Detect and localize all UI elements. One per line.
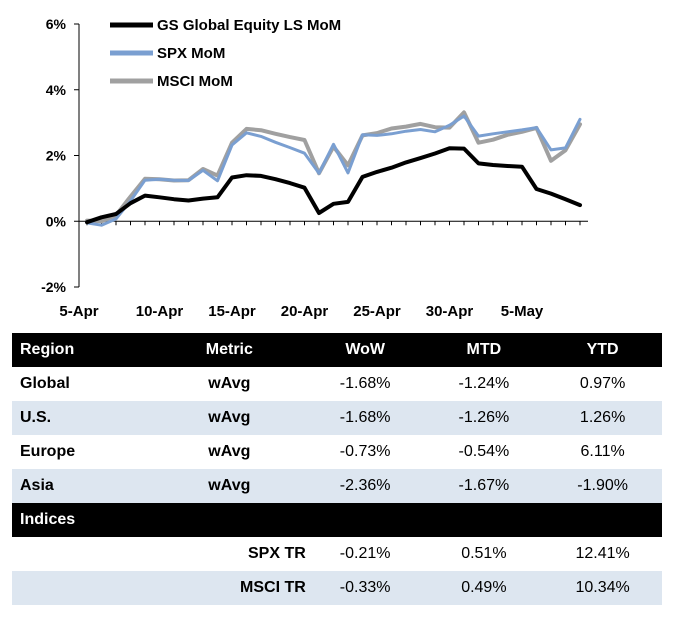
legend-label: SPX MoM xyxy=(157,45,225,62)
cell-metric: SPX TR xyxy=(248,545,306,562)
table-row: Europe wAvg -0.73% -0.54% 6.11% xyxy=(12,435,662,469)
table-row: MSCI TR -0.33% 0.49% 10.34% xyxy=(12,571,662,605)
cell-ytd: 1.26% xyxy=(543,401,662,435)
cell-wow: -0.73% xyxy=(339,443,391,460)
legend-label: GS Global Equity LS MoM xyxy=(157,17,341,34)
x-tick-label: 5-May xyxy=(501,303,544,320)
y-tick-label: -2% xyxy=(41,279,66,295)
indices-header: Indices xyxy=(12,503,153,537)
legend-label: MSCI MoM xyxy=(157,73,233,90)
series-line-0 xyxy=(85,146,582,225)
cell-mtd: -0.54% xyxy=(458,443,510,460)
x-tick-label: 5-Apr xyxy=(59,303,98,320)
x-tick-label: 25-Apr xyxy=(353,303,401,320)
chart-axes: -2% 0% 2% 4% 6% 5-Apr 10-Apr 15-Apr 20-Apr 25-Apr… xyxy=(41,16,588,320)
header-wow: WoW xyxy=(305,333,425,367)
x-tick-label: 15-Apr xyxy=(208,303,256,320)
y-tick-label: 4% xyxy=(46,82,67,98)
series-line-1 xyxy=(85,114,582,227)
cell-mtd: -1.67% xyxy=(424,469,544,503)
x-tick-label: 10-Apr xyxy=(136,303,184,320)
cell-mtd: 0.51% xyxy=(461,545,507,562)
metrics-table: Region Metric WoW MTD YTD Global wAvg -1… xyxy=(12,333,662,605)
cell-metric: wAvg xyxy=(208,375,251,392)
cell-wow: -1.68% xyxy=(339,375,391,392)
chart-series xyxy=(85,110,582,227)
header-metric: Metric xyxy=(152,333,306,367)
cell-region: Asia xyxy=(12,469,153,503)
cell-region: U.S. xyxy=(12,401,153,435)
y-tick-label: 2% xyxy=(46,148,67,164)
cell-mtd: -1.24% xyxy=(458,375,510,392)
cell-wow: -0.21% xyxy=(339,545,391,562)
cell-region: Europe xyxy=(20,443,76,460)
table-row: U.S. wAvg -1.68% -1.26% 1.26% xyxy=(12,401,662,435)
cell-mtd: -1.26% xyxy=(424,401,544,435)
x-tick-label: 20-Apr xyxy=(281,303,329,320)
cell-ytd: 10.34% xyxy=(543,571,662,605)
header-mtd: MTD xyxy=(424,333,544,367)
cell-wow: -0.33% xyxy=(305,571,425,605)
cell-ytd: 12.41% xyxy=(575,545,630,562)
line-chart: -2% 0% 2% 4% 6% 5-Apr 10-Apr 15-Apr 20-Apr 25-Apr… xyxy=(41,16,588,320)
y-tick-label: 6% xyxy=(46,16,67,32)
cell-metric: MSCI TR xyxy=(152,571,306,605)
table-row: Asia wAvg -2.36% -1.67% -1.90% xyxy=(12,469,662,503)
cell-ytd: 0.97% xyxy=(579,375,626,392)
indices-header-row: Indices xyxy=(12,503,662,537)
cell-wow: -1.68% xyxy=(305,401,425,435)
table-row: SPX TR -0.21% 0.51% 12.41% xyxy=(12,537,662,571)
chart-legend: GS Global Equity LS MoM SPX MoM MSCI MoM xyxy=(110,17,341,90)
cell-region: Global xyxy=(20,375,70,392)
table-header-row: Region Metric WoW MTD YTD xyxy=(12,333,662,367)
x-tick-label: 30-Apr xyxy=(426,303,474,320)
cell-metric: wAvg xyxy=(208,443,251,460)
cell-wow: -2.36% xyxy=(305,469,425,503)
header-region: Region xyxy=(12,333,153,367)
table-row: Global wAvg -1.68% -1.24% 0.97% xyxy=(12,367,662,401)
y-tick-label: 0% xyxy=(46,213,67,229)
cell-ytd: -1.90% xyxy=(543,469,662,503)
cell-metric: wAvg xyxy=(152,401,306,435)
header-ytd: YTD xyxy=(543,333,662,367)
cell-metric: wAvg xyxy=(152,469,306,503)
cell-ytd: 6.11% xyxy=(580,443,625,460)
cell-mtd: 0.49% xyxy=(424,571,544,605)
